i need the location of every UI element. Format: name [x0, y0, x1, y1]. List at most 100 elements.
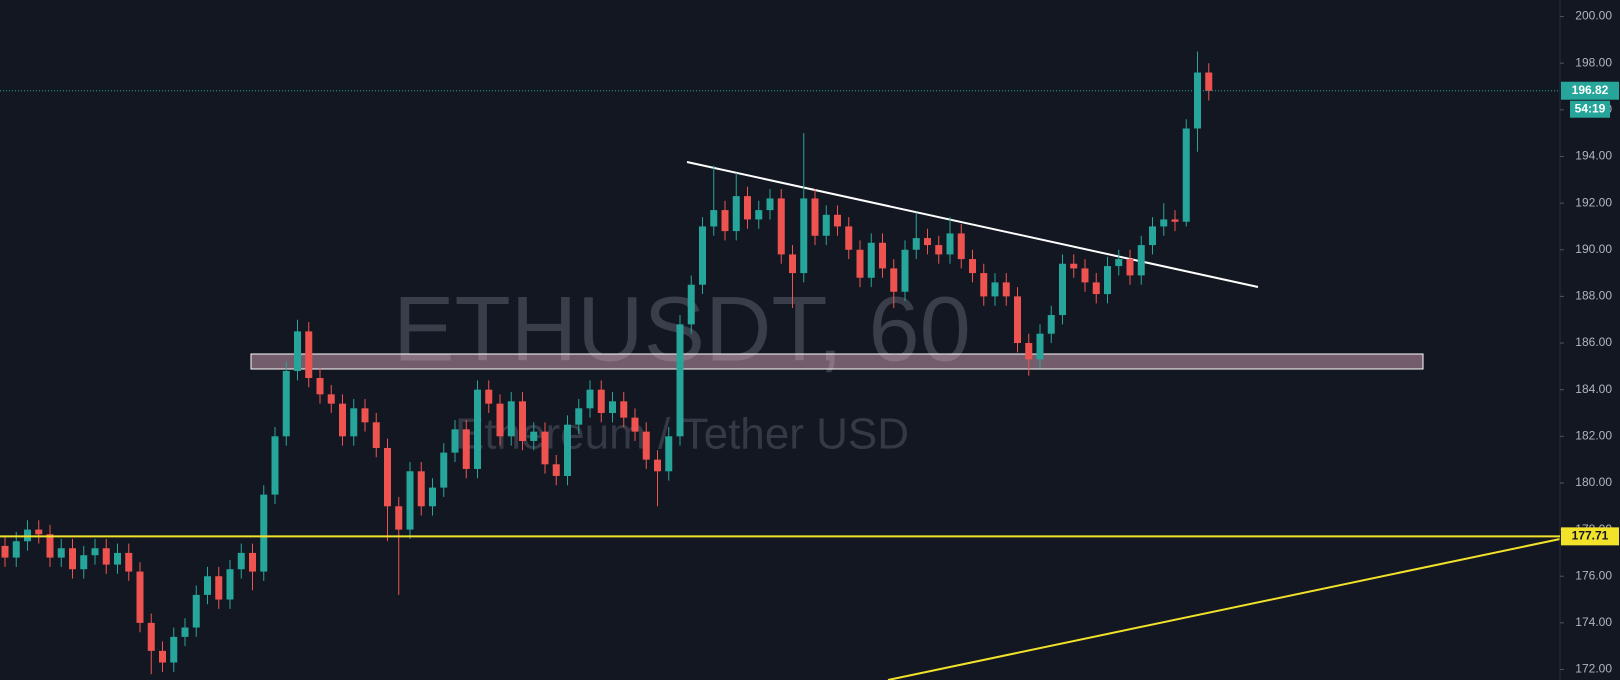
y-tick-label: 192.00: [1575, 195, 1612, 209]
candle-body: [384, 447, 391, 507]
trendline: [686, 161, 1259, 288]
candle-body: [699, 226, 706, 285]
candle-body: [474, 389, 481, 469]
candle-body: [170, 636, 178, 663]
candle-body: [969, 259, 976, 274]
candle-body: [766, 198, 774, 211]
candle-body: [879, 242, 886, 269]
y-tick-label: 188.00: [1575, 289, 1612, 303]
candle-body: [1104, 266, 1111, 295]
countdown: 54:19: [1575, 101, 1606, 115]
candle-body: [282, 371, 290, 437]
candle-body: [192, 594, 200, 628]
candle-body: [519, 401, 526, 441]
candle-body: [1070, 263, 1078, 269]
candle-body: [991, 282, 999, 297]
candle-body: [856, 249, 864, 278]
candle-body: [429, 487, 436, 507]
candle-body: [159, 650, 166, 663]
candle-body: [924, 238, 931, 246]
candle-body: [957, 233, 965, 260]
candle-body: [204, 576, 211, 595]
candle-body: [654, 459, 661, 472]
candle-body: [1182, 128, 1190, 222]
candle-body: [417, 471, 425, 507]
candle-body: [789, 254, 796, 274]
candle-body: [80, 555, 88, 570]
candle-body: [642, 431, 650, 460]
y-tick-label: 180.00: [1575, 475, 1612, 489]
y-tick-label: 176.00: [1575, 568, 1612, 582]
candle-body: [125, 552, 133, 572]
candle-body: [552, 464, 560, 476]
candle-body: [1171, 219, 1179, 222]
candle-body: [710, 210, 718, 227]
last-price-tag: 196.82: [1572, 83, 1609, 97]
price-axis: 172.00174.00176.00178.00180.00182.00184.…: [1560, 9, 1612, 676]
y-tick-label: 194.00: [1575, 149, 1612, 163]
candle-body: [609, 401, 616, 413]
candle-body: [755, 210, 763, 220]
candle-body: [744, 196, 751, 220]
candle-body: [1, 545, 9, 558]
candle-body: [451, 429, 459, 453]
candle-body: [372, 422, 380, 448]
candle-body: [530, 431, 538, 441]
y-tick-label: 186.00: [1575, 335, 1612, 349]
candle-body: [597, 389, 605, 413]
candle-body: [1194, 72, 1201, 129]
candle-body: [12, 541, 20, 558]
price-tags: 177.71 196.82 54:19: [1561, 81, 1619, 546]
candle-body: [1137, 245, 1145, 276]
candle-body: [1014, 296, 1021, 344]
candle-body: [69, 548, 76, 570]
candle-body: [316, 378, 324, 395]
candle-body: [249, 552, 256, 572]
candle-body: [1059, 263, 1066, 316]
candle-body: [1092, 282, 1100, 295]
candle-body: [406, 471, 414, 530]
candle-body: [102, 548, 110, 565]
candle-body: [901, 249, 909, 292]
candle-body: [890, 268, 898, 292]
candle-body: [822, 214, 830, 236]
countdown-bg: [1570, 100, 1610, 118]
candle-body: [541, 431, 549, 465]
candle-body: [114, 552, 121, 565]
candle-body: [1205, 72, 1213, 91]
candle-body: [271, 436, 279, 495]
candle-body: [946, 233, 954, 255]
candle-body: [777, 198, 785, 255]
y-tick-label: 184.00: [1575, 382, 1612, 396]
candle-body: [1047, 315, 1055, 334]
candle-body: [305, 331, 313, 379]
candle-body: [496, 403, 504, 437]
candle-body: [136, 571, 144, 623]
candle-body: [57, 548, 65, 558]
candle-body: [350, 408, 358, 437]
candle-body: [1002, 282, 1010, 297]
candle-body: [181, 627, 189, 637]
candle-body: [237, 552, 245, 570]
candle-body: [912, 238, 920, 250]
candle-body: [811, 198, 819, 236]
y-tick-label: 182.00: [1575, 428, 1612, 442]
y-tick-label: 190.00: [1575, 242, 1612, 256]
candles: [1, 51, 1213, 675]
candle-body: [226, 569, 234, 600]
candle-body: [867, 242, 875, 278]
candle-body: [1126, 259, 1134, 276]
candle-body: [1036, 333, 1044, 360]
candle-body: [440, 452, 448, 488]
candle-body: [721, 210, 729, 232]
candle-body: [687, 284, 695, 325]
candle-body: [1081, 268, 1089, 283]
candle-body: [575, 408, 583, 425]
support-zone: [250, 353, 1424, 370]
candle-body: [462, 429, 470, 469]
candle-body: [147, 622, 155, 651]
candle-body: [1025, 343, 1033, 360]
